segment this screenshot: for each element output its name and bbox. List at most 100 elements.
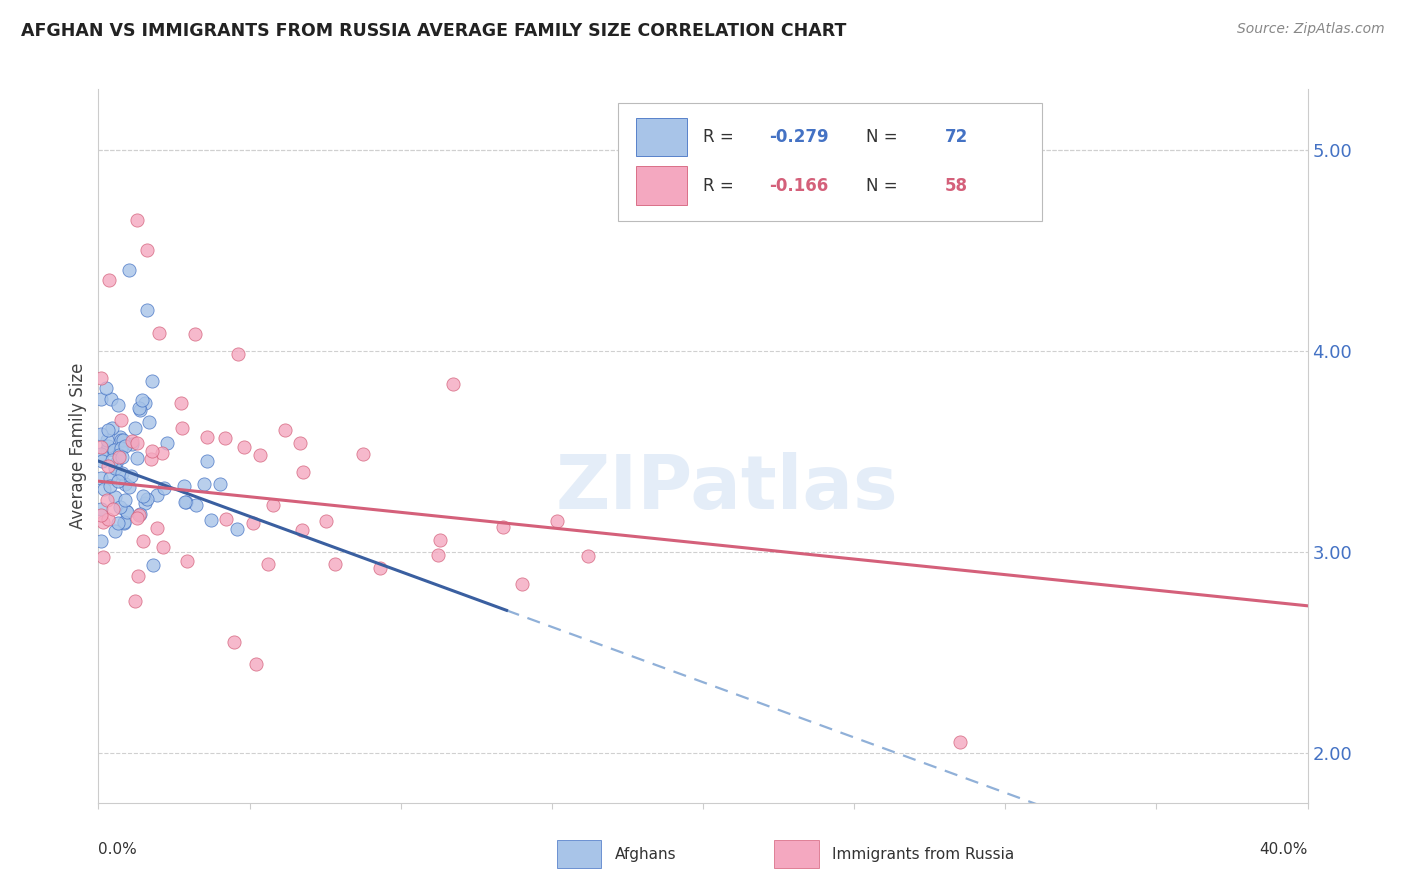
Point <box>114 439 136 453</box>
Point <box>98 471 121 485</box>
Point <box>257 557 280 571</box>
Point <box>110 441 132 455</box>
Text: Immigrants from Russia: Immigrants from Russia <box>832 847 1015 862</box>
Text: R =: R = <box>703 177 740 194</box>
FancyBboxPatch shape <box>557 840 602 869</box>
Point <box>128 508 150 522</box>
Point <box>274 423 297 437</box>
Text: 72: 72 <box>945 128 969 146</box>
Point <box>118 481 141 495</box>
Point <box>232 440 254 454</box>
Point <box>112 516 135 530</box>
Point <box>141 374 163 388</box>
Point <box>90 471 112 485</box>
Point <box>195 430 218 444</box>
Point <box>291 465 314 479</box>
Point <box>97 512 120 526</box>
Point <box>110 429 132 443</box>
Point <box>145 521 167 535</box>
Text: -0.166: -0.166 <box>769 177 828 194</box>
Point <box>492 520 515 534</box>
Point <box>184 327 207 342</box>
Point <box>195 454 218 468</box>
Point <box>107 450 129 464</box>
Point <box>121 437 143 451</box>
FancyBboxPatch shape <box>619 103 1042 221</box>
Point <box>148 326 170 341</box>
Point <box>146 488 169 502</box>
Point <box>110 500 132 515</box>
Point <box>101 420 124 434</box>
Point <box>117 506 139 520</box>
Point <box>90 501 112 516</box>
Point <box>96 492 118 507</box>
Point <box>96 433 118 447</box>
Point <box>90 440 112 454</box>
Point <box>173 478 195 492</box>
Point <box>97 459 120 474</box>
Point <box>170 420 193 434</box>
Point <box>107 474 129 488</box>
Point <box>112 516 135 530</box>
Point <box>101 501 124 516</box>
Point <box>101 453 124 467</box>
Point <box>107 448 129 462</box>
Point <box>214 432 236 446</box>
Point <box>193 476 215 491</box>
Point <box>104 490 127 504</box>
Text: 58: 58 <box>945 177 967 194</box>
Point <box>110 413 132 427</box>
Point <box>427 549 450 563</box>
Point <box>368 561 391 575</box>
Point <box>96 442 118 457</box>
Point <box>125 436 148 450</box>
FancyBboxPatch shape <box>775 840 820 869</box>
Point <box>441 377 464 392</box>
Point <box>94 381 117 395</box>
Point <box>208 477 231 491</box>
Point <box>108 466 131 480</box>
Point <box>97 439 120 453</box>
Point <box>124 593 146 607</box>
Point <box>142 558 165 573</box>
Point <box>104 456 127 470</box>
Point <box>288 436 311 450</box>
Y-axis label: Average Family Size: Average Family Size <box>69 363 87 529</box>
Point <box>291 524 314 538</box>
Text: 40.0%: 40.0% <box>1260 842 1308 857</box>
Point <box>576 549 599 563</box>
Point <box>90 533 112 548</box>
Point <box>93 482 115 496</box>
Point <box>323 557 346 571</box>
Point <box>949 735 972 749</box>
Point <box>104 460 127 475</box>
Point <box>107 516 129 530</box>
Point <box>90 371 112 385</box>
Point <box>91 515 114 529</box>
Point <box>110 450 132 464</box>
Point <box>134 396 156 410</box>
Text: N =: N = <box>866 128 903 146</box>
Point <box>132 490 155 504</box>
Text: -0.279: -0.279 <box>769 128 830 146</box>
Point <box>90 454 112 468</box>
Point <box>103 443 125 458</box>
Point <box>100 392 122 406</box>
Text: 0.0%: 0.0% <box>98 842 138 857</box>
Point <box>90 392 112 406</box>
Point <box>134 496 156 510</box>
FancyBboxPatch shape <box>637 118 688 156</box>
Point <box>262 499 284 513</box>
Point <box>121 434 143 449</box>
Point <box>215 512 238 526</box>
Point <box>128 403 150 417</box>
Point <box>249 448 271 462</box>
Point <box>97 423 120 437</box>
Point <box>127 569 149 583</box>
Point <box>114 477 136 491</box>
Point <box>222 635 245 649</box>
Point <box>510 577 533 591</box>
Point <box>107 398 129 412</box>
Point <box>127 450 149 465</box>
Text: N =: N = <box>866 177 903 194</box>
